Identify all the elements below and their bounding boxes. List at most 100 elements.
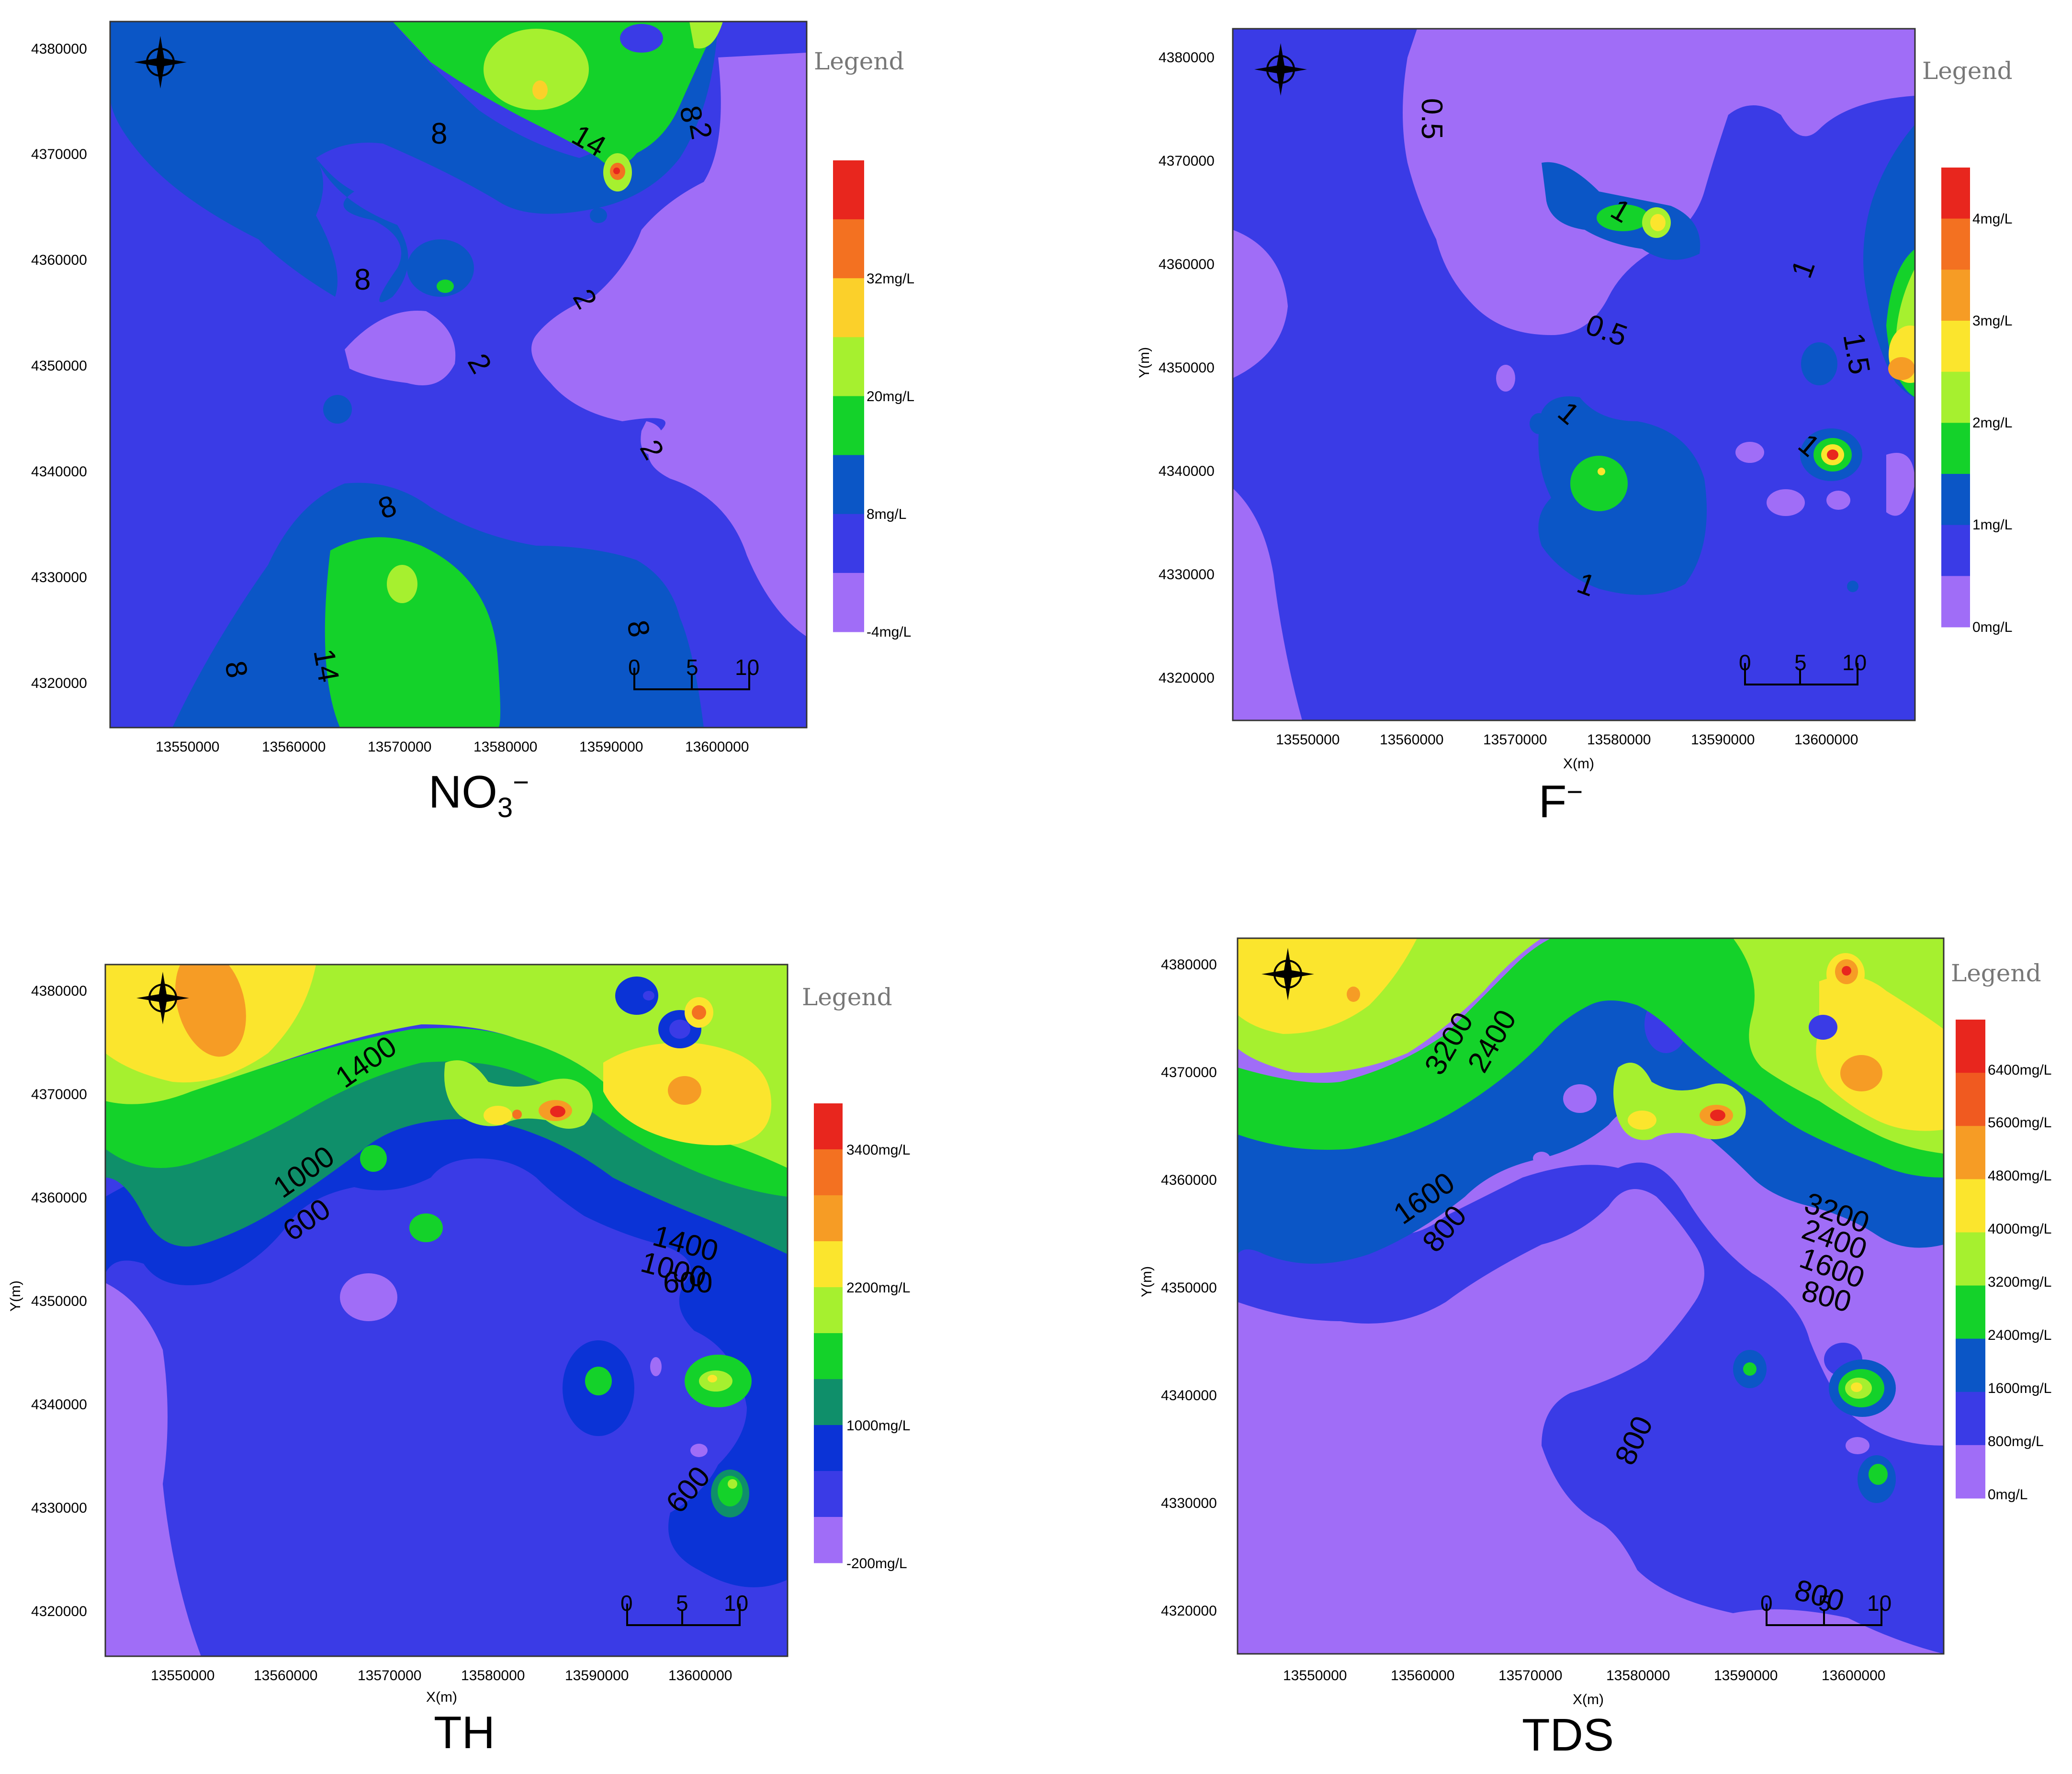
contour-label: 0.5 <box>1415 98 1448 139</box>
y-tick-label: 4380000 <box>31 983 87 999</box>
x-tick-label: 13590000 <box>1714 1668 1778 1684</box>
legend-swatch <box>1941 423 1970 474</box>
legend-label: 4mg/L <box>1972 211 2012 227</box>
tds-map-frame <box>1237 937 1945 1655</box>
y-tick-label: 4340000 <box>31 1397 87 1413</box>
x-tick-label: 13590000 <box>579 739 643 755</box>
x-tick-label: 13600000 <box>1822 1668 1885 1684</box>
legend-swatch <box>833 337 864 396</box>
y-axis-ticks: 4380000 4370000 4360000 4350000 4340000 … <box>31 983 87 1619</box>
legend-label: 5600mg/L <box>1988 1115 2051 1131</box>
y-axis-title: Y(m) <box>8 1280 23 1312</box>
x-axis-ticks: 13550000 13560000 13570000 13580000 1359… <box>151 1668 732 1684</box>
x-tick-label: 13560000 <box>1380 732 1443 748</box>
scale-label: 5 <box>686 655 698 680</box>
legend-swatch <box>1941 269 1970 321</box>
scale-label: 0 <box>628 655 641 680</box>
compass-rose-icon <box>136 972 189 1024</box>
y-axis-title: Y(m) <box>1137 347 1152 378</box>
tds-map: 3200 2400 1600 800 3200 2400 1600 800 80… <box>1139 937 2051 1707</box>
y-tick-label: 4330000 <box>31 1500 87 1516</box>
legend-label: 20mg/L <box>867 389 914 404</box>
legend-label: 2400mg/L <box>1988 1327 2051 1343</box>
x-tick-label: 13560000 <box>254 1668 317 1684</box>
x-tick-label: 13570000 <box>368 739 431 755</box>
scale-label: 5 <box>1818 1591 1831 1616</box>
legend-color-bar <box>814 1103 843 1563</box>
legend-swatch <box>833 514 864 573</box>
caption-superscript: − <box>513 767 529 798</box>
y-axis-ticks: 4380000 4370000 4360000 4350000 4340000 … <box>1159 50 1215 686</box>
legend-label: 1mg/L <box>1972 517 2012 533</box>
legend-color-bar <box>1956 1020 1985 1499</box>
th-map-frame <box>104 964 788 1657</box>
legend-label: 4800mg/L <box>1988 1168 2051 1184</box>
scale-label: 5 <box>1794 650 1807 675</box>
legend-swatch <box>1941 474 1970 526</box>
legend-swatch <box>833 278 864 337</box>
compass-rose-icon <box>1254 43 1307 96</box>
x-tick-label: 13580000 <box>461 1668 525 1684</box>
y-tick-label: 4380000 <box>1159 50 1215 66</box>
x-tick-label: 13580000 <box>473 739 537 755</box>
x-axis-ticks: 13550000 13560000 13570000 13580000 1359… <box>156 739 749 755</box>
legend-swatch <box>1956 1020 1985 1073</box>
tds-contour-fill <box>1238 938 1944 1654</box>
legend-swatch <box>1956 1232 1985 1286</box>
y-tick-label: 4370000 <box>31 1087 87 1102</box>
y-tick-label: 4330000 <box>1161 1495 1217 1511</box>
legend-swatch <box>1956 1338 1985 1392</box>
y-tick-label: 4360000 <box>31 1190 87 1206</box>
legend-swatch <box>1941 321 1970 372</box>
scale-label: 10 <box>735 655 759 680</box>
y-axis-ticks: 4380000 4370000 4360000 4350000 4340000 … <box>1161 957 1217 1619</box>
legend-swatch <box>814 1287 843 1334</box>
x-tick-label: 13600000 <box>1794 732 1858 748</box>
y-tick-label: 4320000 <box>31 1604 87 1619</box>
y-tick-label: 4350000 <box>1159 360 1215 376</box>
legend-swatch <box>814 1333 843 1380</box>
scale-label: 10 <box>1842 650 1867 675</box>
legend-swatch <box>833 219 864 279</box>
x-tick-label: 13570000 <box>358 1668 421 1684</box>
legend-swatch <box>814 1195 843 1242</box>
contour-label: 14 <box>307 646 345 685</box>
scale-label: 0 <box>1760 1591 1773 1616</box>
legend-swatch <box>1956 1073 1985 1126</box>
y-tick-label: 4360000 <box>1161 1172 1217 1188</box>
legend-swatch <box>1941 168 1970 219</box>
x-tick-label: 13570000 <box>1483 732 1547 748</box>
contour-label: 8 <box>431 117 447 150</box>
scale-label: 10 <box>1867 1591 1892 1616</box>
legend-swatch <box>814 1241 843 1288</box>
x-tick-label: 13560000 <box>1391 1668 1454 1684</box>
legend-title: Legend <box>1951 959 2041 987</box>
legend-swatch <box>1941 525 1970 576</box>
x-tick-label: 13550000 <box>1276 732 1340 748</box>
scale-bar: 0 5 10 <box>1739 650 1867 685</box>
legend-swatch <box>814 1517 843 1563</box>
y-tick-label: 4340000 <box>1161 1388 1217 1403</box>
y-tick-label: 4340000 <box>31 464 87 480</box>
x-tick-label: 13550000 <box>151 1668 214 1684</box>
x-tick-label: 13580000 <box>1606 1668 1670 1684</box>
legend-title: Legend <box>802 983 892 1011</box>
legend-title: Legend <box>1922 57 2013 85</box>
panel-tds: 3200 2400 1600 800 3200 2400 1600 800 80… <box>1034 909 2072 1774</box>
x-tick-label: 13570000 <box>1498 1668 1562 1684</box>
legend-label: 2mg/L <box>1972 415 2012 431</box>
legend-swatch <box>814 1379 843 1426</box>
legend-swatch <box>814 1471 843 1517</box>
legend-swatch <box>1941 371 1970 423</box>
x-tick-label: 13600000 <box>685 739 749 755</box>
contour-label: 8 <box>354 263 371 296</box>
legend-swatch <box>1956 1126 1985 1179</box>
scale-bar: 0 5 10 <box>1760 1591 1892 1626</box>
legend-label: 32mg/L <box>867 271 914 287</box>
no3-caption: NO3− <box>383 766 574 824</box>
caption-main: TDS <box>1522 1709 1614 1761</box>
f-caption: F− <box>1465 775 1656 828</box>
legend-swatch <box>1956 1179 1985 1233</box>
legend-label: 1600mg/L <box>1988 1381 2051 1396</box>
scale-bar: 0 5 10 <box>628 655 759 690</box>
